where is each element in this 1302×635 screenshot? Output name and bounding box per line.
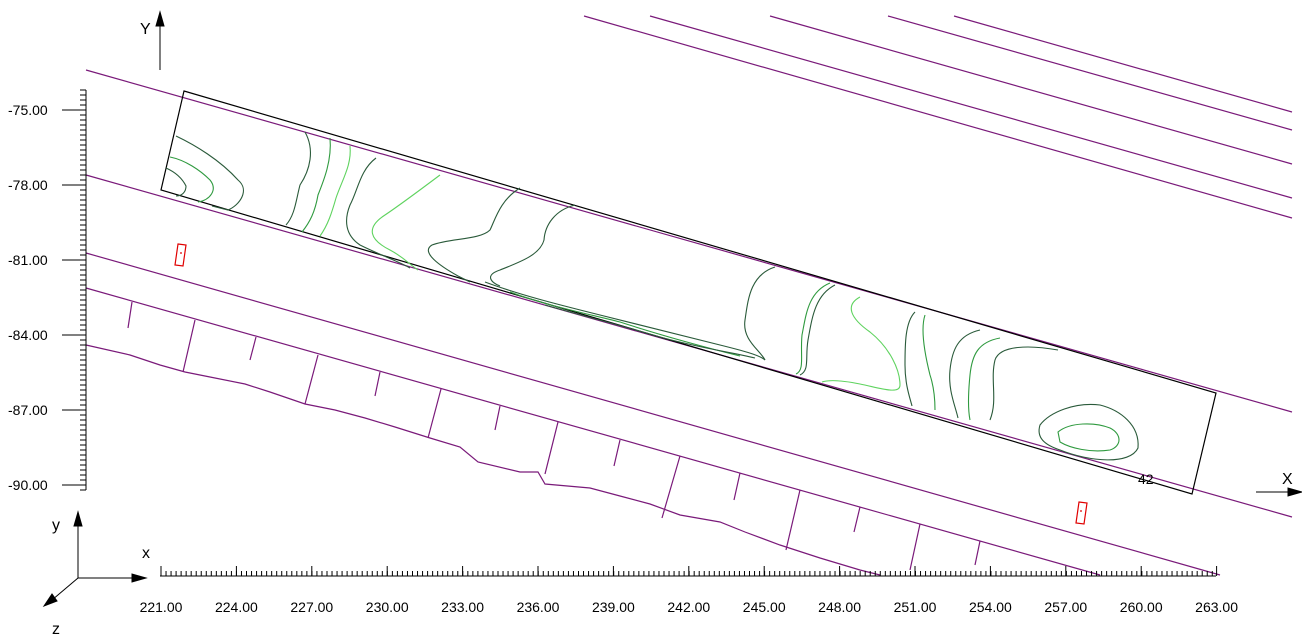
triad-y-arrowhead	[73, 510, 83, 527]
triad-z-line	[51, 577, 79, 601]
marker-box	[174, 243, 187, 267]
y-tick-label: -90.00	[8, 477, 48, 493]
x-tick-label: 230.00	[366, 599, 409, 615]
contour-line	[1038, 403, 1139, 461]
contour-line	[484, 281, 766, 361]
contour-line	[1057, 423, 1120, 452]
contour-line	[544, 304, 756, 359]
contour-line	[967, 337, 1001, 421]
triad-z-label: z	[52, 621, 60, 635]
station-tick	[182, 319, 196, 373]
markers	[174, 243, 1088, 525]
region-label: 42	[1138, 471, 1154, 487]
x-arrowhead	[1287, 487, 1302, 497]
alignment-lines	[85, 15, 1293, 576]
offset-line	[769, 15, 1293, 165]
contour-line	[301, 137, 331, 233]
x-tick-label: 239.00	[592, 599, 635, 615]
offset-line	[85, 252, 1221, 576]
contour-line	[509, 291, 741, 357]
offset-line	[85, 287, 1101, 576]
station-tick	[661, 455, 681, 519]
x-direction-arrow	[1256, 487, 1302, 497]
contour-line	[799, 284, 836, 376]
y-axis-arrowhead	[155, 10, 165, 27]
x-tick-label: 236.00	[517, 599, 560, 615]
x-tick-label: 227.00	[290, 599, 333, 615]
contour-line	[922, 314, 936, 411]
marker-box	[1075, 501, 1088, 525]
y-tick-label: -87.00	[8, 402, 48, 418]
contour-line	[346, 157, 411, 269]
station-tick	[613, 439, 621, 467]
contour-line	[821, 296, 901, 391]
contour-line	[169, 156, 214, 203]
station-tick	[304, 354, 319, 405]
station-tick	[785, 489, 801, 551]
x-axis	[160, 566, 1218, 577]
contours	[165, 131, 1139, 461]
x-tick-label: 260.00	[1120, 599, 1163, 615]
y-tick-label: -84.00	[8, 327, 48, 343]
y-tick-label: -75.00	[8, 102, 48, 118]
station-tick	[733, 472, 741, 501]
triad-y-label: y	[52, 517, 60, 534]
ground-profile	[85, 301, 981, 576]
station-tick	[544, 421, 559, 475]
station-tick	[853, 506, 861, 533]
ground-polyline	[85, 344, 881, 576]
axis-triad	[42, 510, 148, 608]
station-tick	[494, 405, 501, 431]
region-frame	[160, 90, 1217, 495]
y-tick-label: -81.00	[8, 252, 48, 268]
x-tick-label: 242.00	[667, 599, 710, 615]
y-tick-label: -78.00	[8, 177, 48, 193]
offset-line	[85, 69, 1293, 413]
contour-line	[744, 266, 776, 361]
station-tick	[374, 371, 381, 397]
offset-line	[583, 15, 1293, 219]
y-axis	[62, 10, 165, 491]
x-tick-label: 254.00	[969, 599, 1012, 615]
offset-line	[953, 15, 1293, 113]
station-tick	[974, 540, 981, 566]
contour-line	[490, 204, 576, 287]
contour-line	[795, 282, 831, 375]
x-tick-label: 257.00	[1044, 599, 1087, 615]
contour-line	[285, 131, 311, 226]
x-axis-title: X	[1282, 471, 1293, 488]
contour-line	[904, 311, 916, 407]
contour-line	[165, 167, 187, 197]
x-tick-label: 263.00	[1195, 599, 1238, 615]
x-tick-label: 251.00	[894, 599, 937, 615]
x-tick-label: 233.00	[441, 599, 484, 615]
contour-line	[175, 135, 244, 211]
x-tick-label: 245.00	[743, 599, 786, 615]
offset-line	[887, 15, 1293, 131]
y-axis-title: Y	[140, 21, 151, 38]
x-tick-label: 224.00	[215, 599, 258, 615]
x-tick-label: 248.00	[818, 599, 861, 615]
station-tick	[127, 301, 133, 329]
contour-line	[989, 346, 1059, 421]
triad-x-arrowhead	[131, 573, 148, 583]
x-tick-label: 221.00	[140, 599, 183, 615]
triad-x-label: x	[142, 545, 150, 562]
contour-line	[371, 174, 441, 271]
station-tick	[427, 388, 442, 439]
contour-line	[427, 187, 521, 283]
contour-line	[949, 329, 981, 419]
station-tick	[249, 336, 257, 361]
contour-line	[319, 145, 351, 237]
offset-line	[649, 15, 1293, 199]
triad-z-arrowhead	[42, 593, 58, 608]
station-tick	[909, 523, 921, 571]
